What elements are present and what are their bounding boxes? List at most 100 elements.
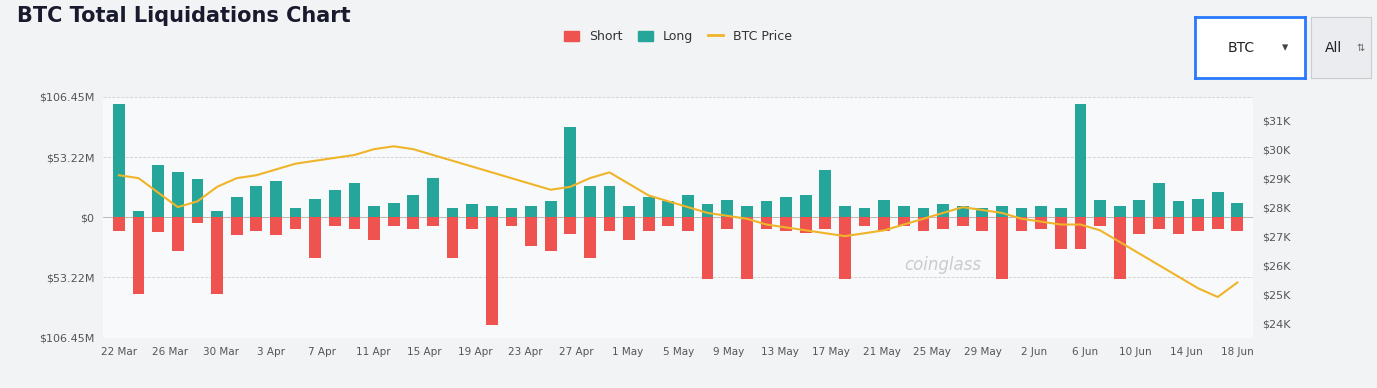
Bar [132,211,145,217]
Bar [819,170,832,217]
Bar [1231,203,1243,217]
Bar [741,217,753,279]
Bar [211,211,223,217]
Bar [859,217,870,226]
Bar [643,197,654,217]
Bar [486,206,497,217]
Bar [191,217,204,223]
Bar [839,217,851,279]
Bar [1133,217,1146,234]
Bar [545,217,556,251]
Bar [1095,217,1106,226]
Bar [781,197,792,217]
Bar [545,201,556,217]
Bar [917,217,929,231]
Bar [368,206,380,217]
Bar [996,217,1008,279]
Bar [976,208,989,217]
Bar [113,104,125,217]
Bar [329,217,340,226]
Bar [682,195,694,217]
Bar [1055,208,1067,217]
Bar [1114,217,1125,279]
Bar [132,217,145,294]
Bar [251,217,262,231]
Bar [565,217,576,234]
Bar [388,217,399,226]
Bar [879,200,890,217]
Bar [427,178,439,217]
Bar [467,204,478,217]
Bar [1036,217,1047,229]
Bar [467,217,478,229]
Bar [1173,217,1184,234]
Bar [446,208,459,217]
Bar [113,217,125,231]
Bar [741,206,753,217]
Bar [1036,206,1047,217]
Bar [172,172,183,217]
Bar [859,208,870,217]
Text: ⇅: ⇅ [1356,43,1365,52]
Bar [211,217,223,294]
Bar [800,217,811,233]
Bar [722,200,733,217]
Bar [1173,201,1184,217]
Bar [427,217,439,226]
Bar [505,208,518,217]
Bar [1192,199,1203,217]
Bar [662,201,675,217]
Bar [603,185,616,217]
Bar [898,206,910,217]
Bar [348,184,361,217]
Bar [976,217,989,231]
Bar [270,181,282,217]
Bar [1016,217,1027,231]
Text: BTC Total Liquidations Chart: BTC Total Liquidations Chart [17,6,350,26]
Bar [153,165,164,217]
Bar [702,204,713,217]
Bar [1114,206,1125,217]
Bar [251,185,262,217]
Bar [760,217,772,229]
Bar [329,190,340,217]
Bar [624,217,635,240]
Text: All: All [1325,40,1343,55]
Bar [1212,217,1224,229]
Bar [1016,208,1027,217]
Bar [1153,217,1165,229]
Bar [781,217,792,231]
Bar [760,201,772,217]
Bar [584,217,596,258]
Bar [525,206,537,217]
Bar [938,217,949,229]
Bar [898,217,910,226]
Bar [702,217,713,279]
Bar [1231,217,1243,231]
Bar [917,208,929,217]
Bar [191,179,204,217]
Bar [408,195,419,217]
Bar [643,217,654,231]
Bar [446,217,459,258]
Bar [1055,217,1067,249]
Text: coinglass: coinglass [905,256,982,274]
Bar [1095,200,1106,217]
Bar [1074,217,1086,249]
Bar [938,204,949,217]
Bar [584,185,596,217]
Bar [800,195,811,217]
Legend: Short, Long, BTC Price: Short, Long, BTC Price [560,26,796,47]
Bar [289,208,302,217]
Bar [368,217,380,240]
Bar [996,206,1008,217]
Bar [957,217,968,226]
Bar [1212,192,1224,217]
Bar [879,217,890,231]
Bar [525,217,537,246]
Bar [819,217,832,229]
Bar [565,127,576,217]
Bar [722,217,733,229]
Bar [348,217,361,229]
Bar [408,217,419,229]
